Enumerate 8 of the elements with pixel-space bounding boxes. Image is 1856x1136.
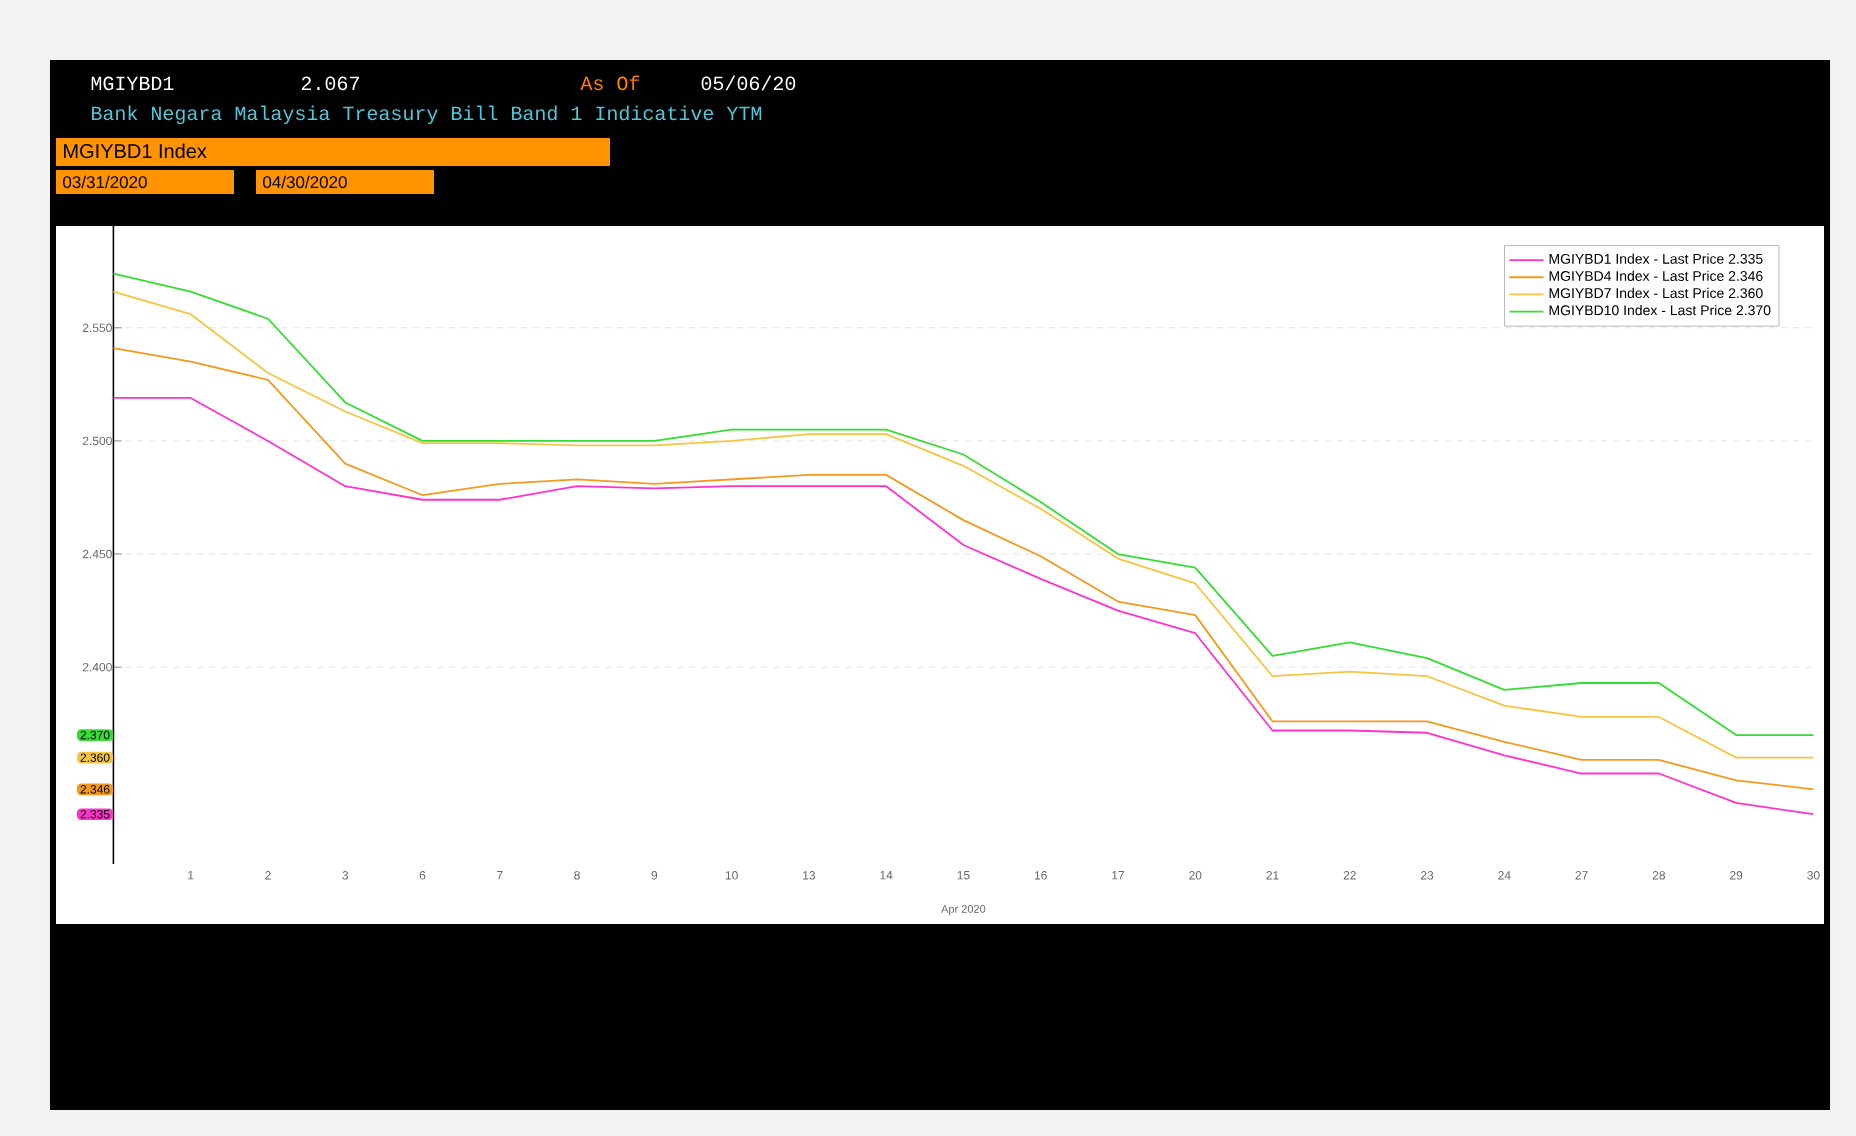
chart-title: Bank Negara Malaysia Treasury Bill Band 1 Indicative YTM <box>91 105 762 125</box>
text: MGIYBD1 <box>91 76 174 91</box>
text: MGIYBD1 Index <box>64 143 207 159</box>
text: 05/06/20 <box>701 75 796 91</box>
text: As Of <box>580 75 640 91</box>
text: 04/30/2020 <box>263 175 347 189</box>
text: 2.067 <box>301 76 359 91</box>
text: 03/31/2020 <box>63 175 147 189</box>
